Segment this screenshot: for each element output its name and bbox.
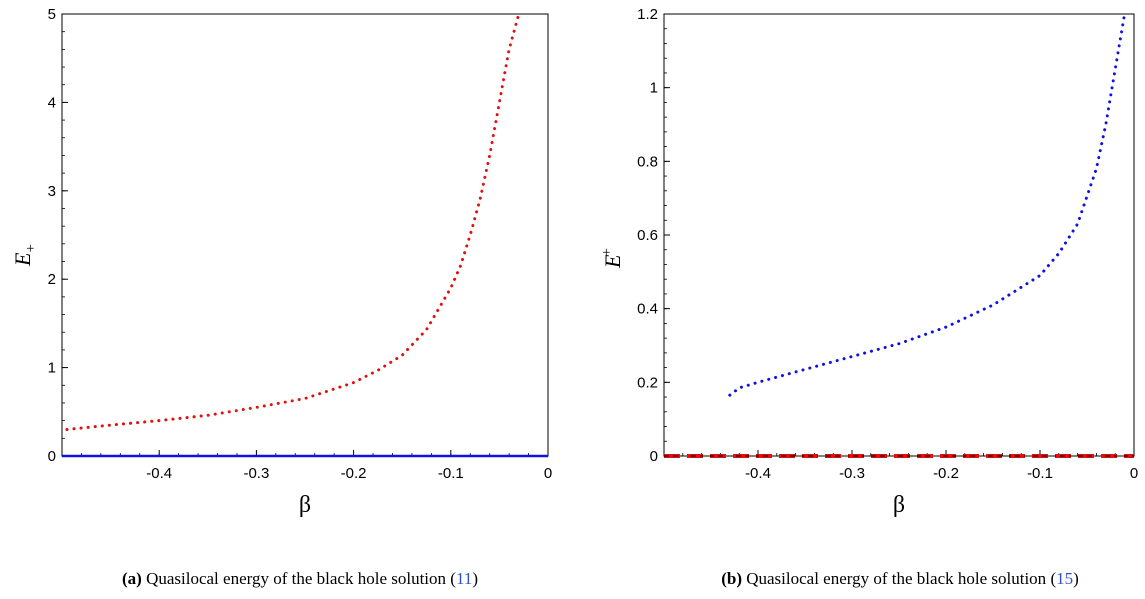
y-tick-label: 0.2 [637,374,658,391]
x-tick-label: -0.1 [438,465,464,482]
x-tick-label: -0.4 [146,465,172,482]
x-tick-label: 0 [1130,465,1138,482]
y-tick-label: 1 [48,360,56,377]
panel-a-y-axis-label: E+ [10,244,39,267]
y-tick-label: 5 [48,6,56,23]
x-tick-label: -0.3 [839,465,865,482]
panel-b-label: (b) [721,569,742,588]
panel-a-caption-paren-close: ) [472,569,478,588]
y-tick-label: 0 [650,448,658,465]
panel-a-caption-paren-open: ( [450,569,456,588]
panel-b-y-axis-label-sup: + [599,248,615,256]
panel-a-caption: (a) Quasilocal energy of the black hole … [122,569,478,588]
x-tick-label: -0.2 [341,465,367,482]
series-line-1 [65,12,521,431]
panel-b-ticks: -0.4 -0.3 -0.2 -0.1 0 0 0.2 0.4 0.6 0.8 1 1.2 [637,6,1138,482]
panel-b-caption-paren-close: ) [1073,569,1079,588]
y-tick-label: 0.8 [637,153,658,170]
y-tick-label: 1 [650,80,658,97]
series-line-1 [728,12,1127,397]
panel-a-y-axis-label-sub: + [23,244,39,252]
panel-a-label: (a) [122,569,142,588]
panel-b-series [664,12,1134,458]
y-tick-label: 0.6 [637,227,658,244]
panel-b-caption: (b) Quasilocal energy of the black hole … [721,569,1079,588]
x-tick-label: 0 [544,465,552,482]
x-tick-label: -0.4 [745,465,771,482]
x-tick-label: -0.2 [933,465,959,482]
y-tick-label: 0 [48,448,56,465]
panel-b-caption-ref[interactable]: 15 [1056,569,1073,588]
panel-b-caption-paren-open: ( [1050,569,1056,588]
panel-a-series [62,12,548,458]
panel-a-caption-ref[interactable]: 11 [456,569,472,588]
x-tick-label: -0.1 [1027,465,1053,482]
panel-a-x-axis-label: β [299,492,311,518]
y-tick-label: 2 [48,271,56,288]
panel-a-y-axis-label-main: E [10,252,35,267]
panel-a-caption-text: Quasilocal energy of the black hole solu… [146,569,446,588]
y-tick-label: 1.2 [637,6,658,23]
y-tick-label: 0.4 [637,301,658,318]
panel-a: -0.4 -0.3 -0.2 -0.1 0 0 1 2 3 4 5 β E+ (a) Quasilo… [10,6,552,588]
y-tick-label: 3 [48,183,56,200]
panel-b: -0.4 -0.3 -0.2 -0.1 000.20.40.60.811.2 β E+ … [599,6,1138,588]
panel-b-caption-text: Quasilocal energy of the black hole solu… [746,569,1046,588]
x-tick-label: -0.3 [243,465,269,482]
panel-b-y-axis-label: E+ [599,248,625,269]
panel-a-ticks: -0.4 -0.3 -0.2 -0.1 0 0 1 2 3 4 5 [48,6,553,482]
panel-b-x-axis-label: β [893,492,905,518]
panel-b-y-axis-label-main: E [600,254,625,269]
y-tick-label: 4 [48,94,56,111]
panel-a-frame [61,13,549,457]
